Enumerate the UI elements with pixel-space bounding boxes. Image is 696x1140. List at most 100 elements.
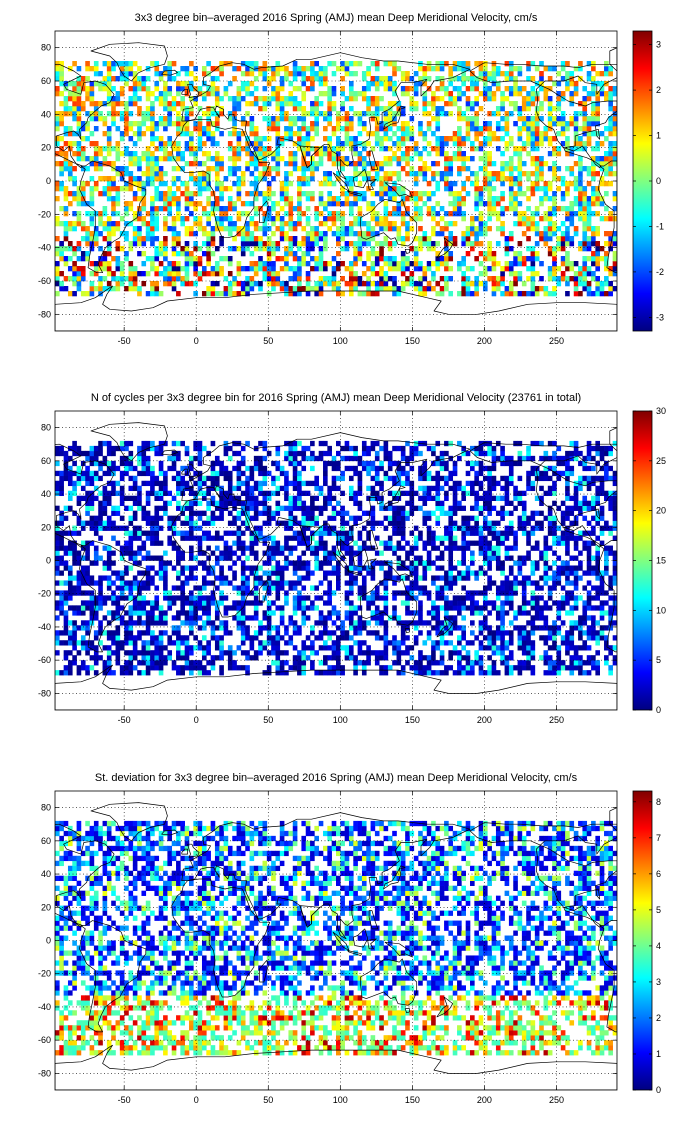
heatmap-bin	[383, 665, 389, 671]
heatmap-bin	[604, 266, 609, 272]
heatmap-bin	[150, 635, 155, 641]
heatmap-bin	[184, 86, 190, 92]
heatmap-bin	[219, 131, 224, 137]
heatmap-bin	[327, 281, 332, 287]
heatmap-bin	[89, 201, 95, 207]
heatmap-bin	[379, 650, 384, 656]
heatmap-bin	[189, 86, 194, 92]
heatmap-bin	[163, 156, 168, 162]
heatmap-bin	[305, 236, 311, 242]
heatmap-bin	[292, 271, 298, 277]
heatmap-bin	[582, 191, 588, 197]
heatmap-bin	[76, 121, 82, 127]
heatmap-bin	[513, 615, 518, 621]
heatmap-bin	[482, 286, 488, 292]
heatmap-bin	[145, 211, 151, 217]
heatmap-bin	[487, 196, 492, 202]
heatmap-bin	[396, 211, 402, 217]
heatmap-bin	[137, 635, 142, 641]
heatmap-bin	[387, 121, 393, 127]
heatmap-bin	[370, 595, 376, 601]
heatmap-bin	[167, 111, 173, 117]
heatmap-bin	[223, 226, 229, 232]
heatmap-bin	[284, 136, 289, 142]
heatmap-bin	[249, 91, 255, 97]
heatmap-bin	[482, 625, 488, 631]
heatmap-bin	[357, 251, 363, 257]
heatmap-bin	[323, 266, 328, 272]
heatmap-bin	[193, 610, 198, 616]
heatmap-bin	[474, 126, 479, 132]
heatmap-bin	[327, 181, 332, 187]
heatmap-bin	[513, 201, 518, 207]
heatmap-bin	[387, 186, 393, 192]
heatmap-bin	[530, 625, 536, 631]
heatmap-bin	[124, 76, 129, 82]
heatmap-bin	[526, 600, 531, 606]
heatmap-bin	[508, 231, 514, 237]
heatmap-bin	[435, 266, 441, 272]
heatmap-bin	[314, 106, 319, 112]
heatmap-bin	[154, 86, 160, 92]
heatmap-bin	[288, 241, 294, 247]
heatmap-bin	[305, 196, 311, 202]
heatmap-bin	[201, 665, 207, 671]
heatmap-bin	[55, 600, 60, 606]
heatmap-bin	[599, 615, 605, 621]
heatmap-bin	[508, 271, 514, 277]
heatmap-bin	[508, 655, 514, 661]
heatmap-bin	[491, 71, 497, 77]
heatmap-bin	[422, 96, 428, 102]
heatmap-bin	[145, 91, 151, 97]
heatmap-bin	[76, 590, 82, 596]
heatmap-bin	[171, 216, 177, 222]
heatmap-bin	[284, 266, 289, 272]
heatmap-bin	[137, 176, 142, 182]
heatmap-bin	[405, 151, 410, 157]
heatmap-bin	[539, 161, 544, 167]
heatmap-bin	[115, 645, 121, 651]
heatmap-bin	[591, 236, 596, 242]
heatmap-bin	[111, 96, 116, 102]
heatmap-bin	[344, 141, 350, 147]
heatmap-bin	[279, 226, 285, 232]
heatmap-bin	[323, 236, 328, 242]
heatmap-bin	[227, 655, 233, 661]
heatmap-bin	[400, 590, 406, 596]
heatmap-bin	[383, 610, 389, 616]
heatmap-bin	[500, 620, 505, 626]
heatmap-bin	[189, 261, 194, 267]
heatmap-bin	[141, 645, 147, 651]
heatmap-bin	[253, 191, 259, 197]
heatmap-bin	[552, 121, 557, 127]
heatmap-bin	[413, 181, 419, 187]
heatmap-bin	[348, 211, 354, 217]
heatmap-bin	[461, 655, 466, 661]
heatmap-bin	[534, 256, 540, 262]
heatmap-bin	[323, 600, 328, 606]
heatmap-bin	[413, 266, 419, 272]
heatmap-bin	[141, 650, 147, 656]
heatmap-bin	[336, 176, 341, 182]
heatmap-bin	[465, 251, 471, 257]
heatmap-bin	[80, 291, 86, 297]
heatmap-bin	[422, 131, 428, 137]
heatmap-bin	[327, 670, 332, 676]
heatmap-bin	[578, 76, 583, 82]
heatmap-bin	[279, 216, 285, 222]
heatmap-bin	[184, 665, 190, 671]
heatmap-bin	[85, 121, 90, 127]
heatmap-bin	[201, 266, 207, 272]
heatmap-bin	[292, 600, 298, 606]
heatmap-bin	[93, 610, 99, 616]
heatmap-bin	[500, 161, 505, 167]
heatmap-bin	[327, 61, 332, 67]
heatmap-bin	[370, 176, 376, 182]
heatmap-bin	[439, 86, 445, 92]
heatmap-bin	[435, 256, 441, 262]
heatmap-bin	[604, 171, 609, 177]
heatmap-bin	[111, 61, 116, 67]
heatmap-bin	[504, 640, 510, 646]
heatmap-bin	[608, 121, 613, 127]
heatmap-bin	[292, 106, 298, 112]
